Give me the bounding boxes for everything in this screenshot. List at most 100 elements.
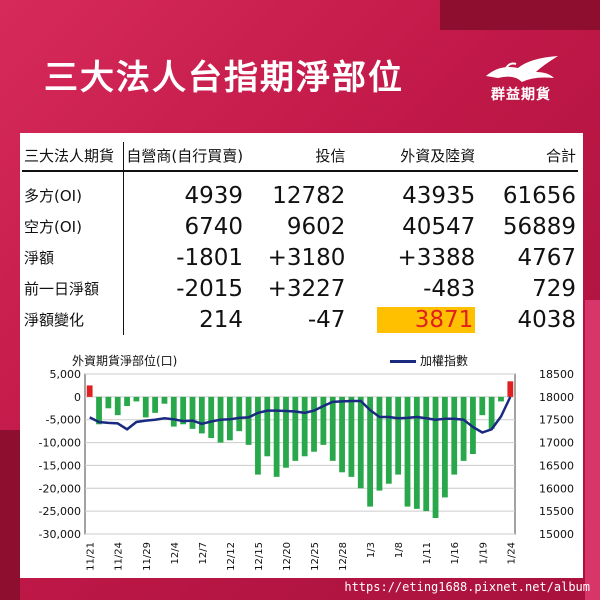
table-cell: -47	[307, 306, 346, 333]
x-tick-label: 1/19	[478, 542, 489, 564]
eagle-logo-icon	[486, 56, 558, 82]
bar	[96, 396, 102, 425]
table-cell: 4767	[517, 244, 576, 271]
x-tick-label: 12/20	[282, 542, 293, 571]
bar	[376, 396, 383, 491]
table-cell: 214	[199, 306, 244, 333]
y-right-tick-label: 16000	[539, 482, 574, 495]
index-line	[89, 396, 512, 434]
bar	[152, 396, 159, 413]
row-label: 空方(OI)	[22, 211, 125, 242]
legend-swatch	[390, 360, 416, 363]
x-tick-label: 1/16	[450, 542, 461, 564]
chart-legend: 加權指數	[390, 352, 468, 369]
bar	[385, 396, 392, 484]
y-left-tick-label: -25,000	[39, 505, 81, 518]
table-cell: 729	[532, 275, 576, 302]
bar	[357, 396, 364, 489]
bar	[339, 396, 345, 473]
bar	[180, 396, 187, 425]
bar	[404, 396, 411, 507]
table-cell: 4939	[184, 182, 244, 209]
net-position-chart: 5,000 0 -5,000 -10,000 -15,000 -20,000 -25,000…	[39, 368, 574, 571]
table-cell: 40547	[402, 213, 476, 240]
table-cell: +3180	[267, 244, 346, 271]
bar	[114, 396, 121, 416]
table-cell: -1801	[176, 244, 244, 271]
bar	[170, 396, 177, 427]
page-title: 三大法人台指期淨部位	[44, 58, 404, 98]
y-left-tick-label: -20,000	[39, 482, 81, 495]
x-tick-label: 12/28	[338, 542, 349, 571]
bar	[292, 396, 299, 461]
bar	[264, 396, 271, 457]
table-row: 空方(OI) 6740 9602 40547 56889	[22, 211, 578, 242]
table-header: 投信	[245, 142, 348, 172]
bar	[441, 396, 448, 498]
table-row: 淨額變化 214 -47 3871 4038	[22, 304, 578, 335]
y-right-tick-label: 17500	[539, 414, 574, 427]
table-cell: 12782	[272, 182, 346, 209]
summary-table: 三大法人期貨 自營商(自行買賣) 投信 外資及陸資 合計 多方(OI) 4939…	[22, 142, 578, 335]
x-tick-label: 12/4	[170, 542, 181, 564]
y-right-tick-label: 15500	[539, 505, 574, 518]
bar	[432, 396, 439, 518]
x-tick-label: 12/7	[198, 542, 209, 564]
bar	[470, 396, 476, 454]
y-left-tick-label: -15,000	[39, 459, 81, 472]
table-cell: +3227	[267, 275, 346, 302]
table-cell: +3388	[397, 244, 476, 271]
y-right-tick-label: 18500	[539, 368, 574, 381]
bar	[498, 396, 504, 402]
bar	[208, 396, 215, 438]
bar	[479, 396, 486, 416]
bar	[460, 396, 467, 461]
bar	[311, 396, 317, 452]
bar	[423, 396, 430, 512]
bar	[236, 396, 243, 432]
table-header: 自營商(自行買賣)	[123, 142, 246, 172]
footer-url: https://eting1688.pixnet.net/album	[344, 580, 590, 594]
bar	[133, 396, 140, 402]
table-cell: 4038	[517, 306, 576, 333]
x-tick-label: 12/12	[226, 542, 237, 571]
y-left-tick-label: -5,000	[46, 414, 81, 427]
bar	[329, 396, 336, 461]
y-left-tick-label: -30,000	[39, 528, 81, 541]
bar	[189, 396, 196, 429]
table-header: 外資及陸資	[347, 142, 478, 172]
bar	[198, 396, 205, 434]
row-label: 多方(OI)	[22, 171, 125, 211]
row-label: 淨額	[22, 242, 125, 273]
bar	[142, 396, 149, 418]
table-row: 淨額 -1801 +3180 +3388 4767	[22, 242, 578, 273]
x-tick-label: 12/15	[254, 542, 265, 571]
y-left-tick-label: 0	[74, 391, 81, 404]
bar	[348, 396, 355, 477]
plot-area	[84, 373, 516, 535]
x-tick-label: 1/11	[422, 542, 433, 564]
table-header-row: 三大法人期貨 自營商(自行買賣) 投信 外資及陸資 合計	[22, 142, 578, 172]
highlighted-cell: 3871	[347, 304, 477, 335]
legend-label: 加權指數	[420, 354, 469, 368]
bar	[86, 385, 93, 397]
bar	[395, 396, 402, 475]
table-cell: -483	[423, 275, 476, 302]
highlight-value: 3871	[376, 306, 476, 333]
table-header: 合計	[477, 142, 578, 172]
table-cell: 6740	[184, 213, 244, 240]
logo-text: 群益期貨	[491, 87, 551, 103]
brand-logo: 群益期貨	[478, 54, 564, 104]
bar	[488, 396, 495, 429]
y-left-tick-label: 5,000	[50, 368, 82, 381]
x-tick-label: 11/24	[114, 542, 125, 571]
table-row: 多方(OI) 4939 12782 43935 61656	[22, 171, 578, 211]
chart-container: 5,000 0 -5,000 -10,000 -15,000 -20,000 -25,000…	[22, 348, 578, 576]
table-row: 前一日淨額 -2015 +3227 -483 729	[22, 273, 578, 304]
x-tick-label: 11/21	[86, 542, 97, 571]
table-cell: 43935	[402, 182, 476, 209]
bar	[451, 396, 458, 475]
bar	[105, 396, 112, 409]
table-cell: -2015	[176, 275, 244, 302]
chart-title: 外資期貨淨部位(口)	[72, 354, 178, 368]
